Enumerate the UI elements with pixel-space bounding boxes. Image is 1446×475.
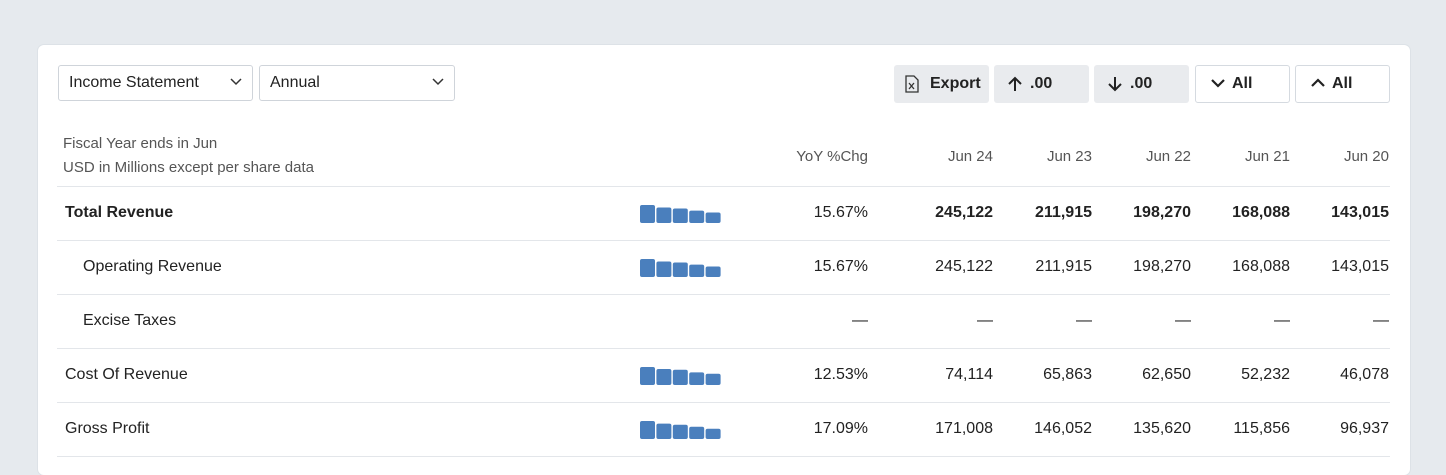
row-label: Operating Revenue bbox=[83, 258, 222, 275]
button-text: Export bbox=[930, 75, 981, 92]
value-cell: 62,650 bbox=[1142, 366, 1191, 383]
spark-bar bbox=[689, 372, 705, 385]
column-header: Jun 22 bbox=[1145, 148, 1191, 165]
spark-bar bbox=[640, 367, 655, 385]
spark-bar bbox=[705, 373, 721, 385]
sparkline bbox=[640, 259, 721, 277]
value-cell: 65,863 bbox=[1043, 366, 1092, 383]
column-header: Jun 24 bbox=[947, 148, 993, 165]
note: Fiscal Year ends in Jun bbox=[63, 135, 218, 152]
chevron-down bbox=[1211, 79, 1225, 88]
sparkline bbox=[640, 367, 721, 385]
row-label: Gross Profit bbox=[65, 420, 150, 437]
column-header: Jun 23 bbox=[1046, 148, 1092, 165]
value-cell: 115,856 bbox=[1233, 420, 1290, 437]
divider bbox=[57, 186, 1390, 187]
value-cell: — bbox=[1373, 312, 1389, 329]
yoy-cell: 15.67% bbox=[813, 258, 868, 275]
excel-icon bbox=[905, 75, 919, 93]
button-text: .00 bbox=[1130, 75, 1153, 92]
expand-all-button[interactable]: All bbox=[1295, 65, 1390, 103]
yoy-cell: 12.53% bbox=[813, 366, 868, 383]
value-cell: 211,915 bbox=[1035, 258, 1092, 275]
arrow-down bbox=[1108, 77, 1122, 92]
round-down-button[interactable]: .00 bbox=[1094, 65, 1189, 103]
value-cell: 211,915 bbox=[1035, 204, 1092, 221]
button-text: All bbox=[1232, 75, 1253, 92]
statement-select[interactable]: Income Statement bbox=[58, 65, 253, 101]
spark-bar bbox=[640, 259, 655, 277]
value-cell: 52,232 bbox=[1241, 366, 1290, 383]
yoy-cell: 15.67% bbox=[813, 204, 868, 221]
row-label: Total Revenue bbox=[65, 204, 174, 221]
value-cell: 168,088 bbox=[1232, 258, 1290, 275]
spark-bar bbox=[705, 212, 721, 223]
round-up-button[interactable]: .00 bbox=[994, 65, 1089, 103]
value-cell: — bbox=[1274, 312, 1290, 329]
column-header: YoY %Chg bbox=[796, 148, 868, 165]
spark-bar bbox=[672, 262, 688, 277]
value-cell: — bbox=[1175, 312, 1191, 329]
yoy-cell: 17.09% bbox=[813, 420, 868, 437]
collapse-all-button[interactable]: All bbox=[1195, 65, 1290, 103]
row-divider bbox=[57, 240, 1390, 241]
spark-bar bbox=[656, 369, 672, 385]
card: Income Statement Annual Export .00 .00 A… bbox=[38, 45, 1410, 475]
value-cell: 245,122 bbox=[935, 258, 993, 275]
button-text: All bbox=[1332, 75, 1353, 92]
spark-bar bbox=[656, 423, 672, 439]
button-text: .00 bbox=[1030, 75, 1053, 92]
row-divider bbox=[57, 402, 1390, 403]
spark-bar bbox=[640, 205, 655, 223]
value-cell: — bbox=[1076, 312, 1092, 329]
value-cell: 198,270 bbox=[1133, 204, 1191, 221]
period-select[interactable]: Annual bbox=[259, 65, 455, 101]
yoy-cell: — bbox=[852, 312, 868, 329]
row-label: Excise Taxes bbox=[83, 312, 177, 329]
value-cell: 168,088 bbox=[1232, 204, 1290, 221]
value-cell: 143,015 bbox=[1331, 204, 1389, 221]
spark-bar bbox=[689, 426, 705, 439]
value-cell: 198,270 bbox=[1133, 258, 1191, 275]
row-divider bbox=[57, 456, 1390, 457]
value-cell: 46,078 bbox=[1340, 366, 1389, 383]
spark-bar bbox=[640, 421, 655, 439]
value-cell: 143,015 bbox=[1331, 258, 1389, 275]
spark-bar bbox=[672, 424, 688, 439]
chevron-up bbox=[1311, 78, 1325, 87]
spark-bar bbox=[689, 264, 705, 277]
value-cell: 74,114 bbox=[945, 366, 993, 383]
column-header: Jun 20 bbox=[1343, 148, 1389, 165]
value-cell: 171,008 bbox=[935, 420, 993, 437]
row-divider bbox=[57, 294, 1390, 295]
row-divider bbox=[57, 348, 1390, 349]
spark-bar bbox=[689, 210, 705, 223]
note: USD in Millions except per share data bbox=[63, 159, 314, 176]
spark-bar bbox=[672, 369, 688, 385]
spark-bar bbox=[672, 208, 688, 223]
chevron bbox=[230, 78, 242, 86]
arrow-up bbox=[1008, 76, 1022, 91]
spark-bar bbox=[705, 266, 721, 277]
spark-bar bbox=[705, 428, 721, 439]
value-cell: 146,052 bbox=[1034, 420, 1092, 437]
value-cell: 96,937 bbox=[1340, 420, 1389, 437]
page: Income Statement Annual Export .00 .00 A… bbox=[38, 45, 1410, 475]
value-cell: — bbox=[977, 312, 993, 329]
sparkline bbox=[640, 205, 721, 223]
export-button[interactable]: Export bbox=[894, 65, 989, 103]
select-text: Income Statement bbox=[69, 74, 199, 91]
value-cell: 135,620 bbox=[1133, 420, 1191, 437]
column-header: Jun 21 bbox=[1244, 148, 1290, 165]
select-text: Annual bbox=[270, 74, 320, 91]
spark-bar bbox=[656, 207, 672, 223]
value-cell: 245,122 bbox=[935, 204, 993, 221]
row-label: Cost Of Revenue bbox=[65, 366, 188, 383]
sparkline bbox=[640, 421, 721, 439]
chevron bbox=[432, 78, 444, 86]
spark-bar bbox=[656, 261, 672, 277]
